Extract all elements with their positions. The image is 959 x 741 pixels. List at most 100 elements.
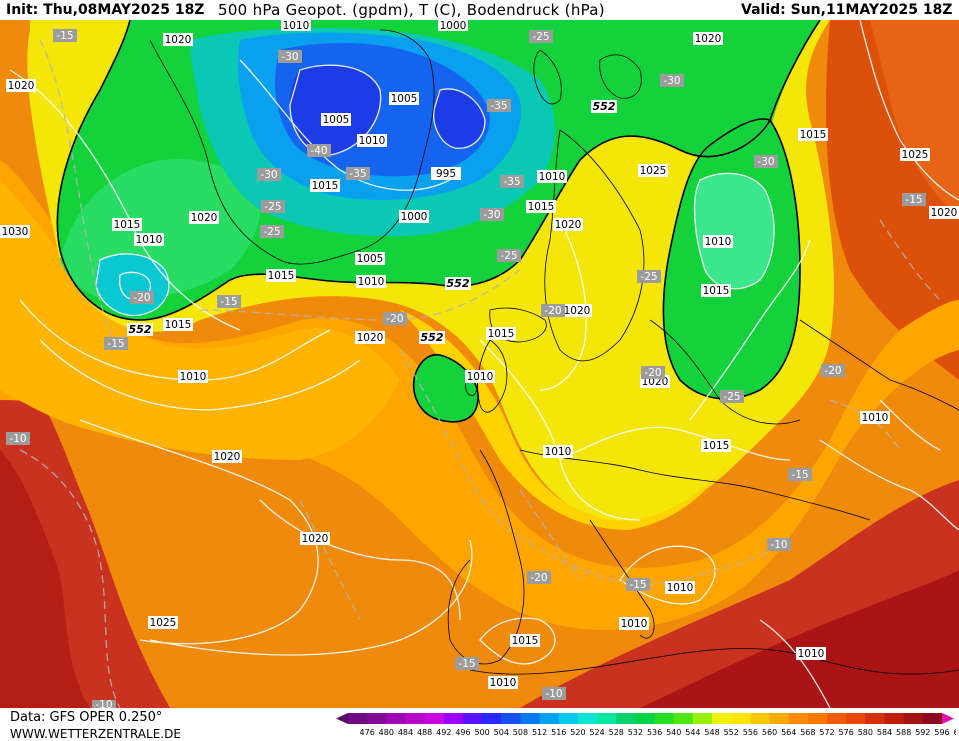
pressure-label: 1025 [900,148,930,161]
colorbar-swatch [712,713,732,724]
colorbar-tick-label: 548 [704,728,719,737]
svg-text:1020: 1020 [214,451,241,463]
svg-text:1010: 1010 [705,236,732,248]
colorbar-tick-label: 572 [819,728,834,737]
colorbar-swatch [903,713,924,724]
svg-text:-25: -25 [723,391,740,403]
orange-band-west [0,180,400,460]
svg-text:1020: 1020 [8,80,35,92]
temp-label: -20 [541,304,565,317]
svg-text:1020: 1020 [191,212,218,224]
green-cutoff-low [413,354,479,422]
pressure-label: 1005 [389,92,419,105]
weather-map: 1020 1020 1010 1005 1010 1000 995 1005 1… [0,20,959,708]
pressure-label: 1010 [543,445,573,458]
svg-text:-30: -30 [281,51,298,63]
product-title: 500 hPa Geopot. (gpdm), T (C), Bodendruc… [218,1,605,19]
temp-label: -10 [767,538,791,551]
data-source: Data: GFS OPER 0.250° [10,710,163,725]
colorbar-swatch [520,713,541,724]
temp-label: -10 [6,432,30,445]
pressure-label: 1010 [796,647,826,660]
colorbar-tick-label: 576 [839,728,854,737]
pressure-label: 1010 [488,676,518,689]
svg-text:-20: -20 [544,305,561,317]
colorbar-swatch [405,713,426,724]
colorbar-tick-label: 512 [532,728,547,737]
svg-text:1015: 1015 [800,129,827,141]
pressure-label: 1010 [465,370,495,383]
colorbar-swatch [462,713,483,724]
geopotential-labels: 552 552 552 552 [127,100,617,344]
geopot-label: 552 [445,277,471,290]
colorbar-swatch [577,713,598,724]
svg-text:-20: -20 [133,292,150,304]
colorbar-swatch [482,713,502,724]
colorbar-swatch [501,713,521,724]
colorbar-swatch [424,713,445,724]
colorbar-swatch [597,713,617,724]
colorbar-tick-label: 544 [685,728,700,737]
colorbar-max-arrow [942,713,954,724]
colorbar-swatch [827,713,847,724]
colorbar: 476 480 484 488 492 496 500 504 508 512 516 520 524 5… [336,713,956,737]
pressure-label: 1010 [860,411,890,424]
colorbar-swatch [367,713,387,724]
colorbar-swatch [788,713,809,724]
svg-text:-40: -40 [310,145,327,157]
svg-text:-20: -20 [824,365,841,377]
svg-text:1010: 1010 [467,371,494,383]
svg-text:1005: 1005 [391,93,418,105]
pressure-label: 1005 [355,252,385,265]
warm-region-southwest-dark [0,450,90,708]
temperature-labels: -15 -30 -35 -40 -30 -35 -30 -25 -25 -35 … [6,29,926,708]
colorbar-tick-label: 484 [398,728,413,737]
svg-text:-10: -10 [9,433,26,445]
colorbar-swatch [348,713,368,724]
svg-text:1010: 1010 [862,412,889,424]
temp-label: -30 [278,50,302,63]
temp-label: -30 [257,168,281,181]
temp-label: -10 [92,699,116,708]
temp-label: -25 [529,30,553,43]
pressure-label: 1010 [178,370,208,383]
pressure-label: 1015 [163,318,193,331]
pressure-label: 1005 [321,113,351,126]
colorbar-swatch [731,713,751,724]
pressure-label: 1015 [701,439,731,452]
geopot-label: 552 [127,323,153,336]
pressure-label: 1025 [148,616,178,629]
colorbar-swatch [558,713,579,724]
temp-label: -35 [346,167,370,180]
colorbar-tick-label: 508 [513,728,528,737]
geopot-label: 552 [419,331,445,344]
svg-text:1010: 1010 [358,276,385,288]
colorbar-tick-label: 560 [762,728,777,737]
svg-text:1010: 1010 [539,171,566,183]
pressure-label: 1020 [693,32,723,45]
colorbar-tick-label: 492 [436,728,451,737]
svg-text:1025: 1025 [150,617,177,629]
pressure-label: 1020 [562,304,592,317]
svg-text:1015: 1015 [312,180,339,192]
svg-text:-25: -25 [264,201,281,213]
temp-label: -25 [497,249,521,262]
svg-text:-10: -10 [95,699,112,708]
colorbar-tick-label: 476 [360,728,375,737]
svg-text:1010: 1010 [283,20,310,32]
svg-text:-30: -30 [483,209,500,221]
pressure-label: 1020 [355,331,385,344]
pressure-label: 1010 [356,275,386,288]
colorbar-tick-label: 584 [877,728,892,737]
deep-blue-core-east [433,89,485,149]
pressure-label: 1015 [798,128,828,141]
svg-text:-15: -15 [458,658,475,670]
colorbar-tick-label: 504 [494,728,509,737]
svg-text:-35: -35 [349,168,366,180]
valid-time: Valid: Sun,11MAY2025 18Z [741,2,953,18]
svg-text:1020: 1020 [555,219,582,231]
svg-text:-15: -15 [629,579,646,591]
temp-label: -15 [788,468,812,481]
pressure-label: 1010 [703,235,733,248]
pressure-labels: 1020 1020 1010 1005 1010 1000 995 1005 1… [0,20,959,689]
